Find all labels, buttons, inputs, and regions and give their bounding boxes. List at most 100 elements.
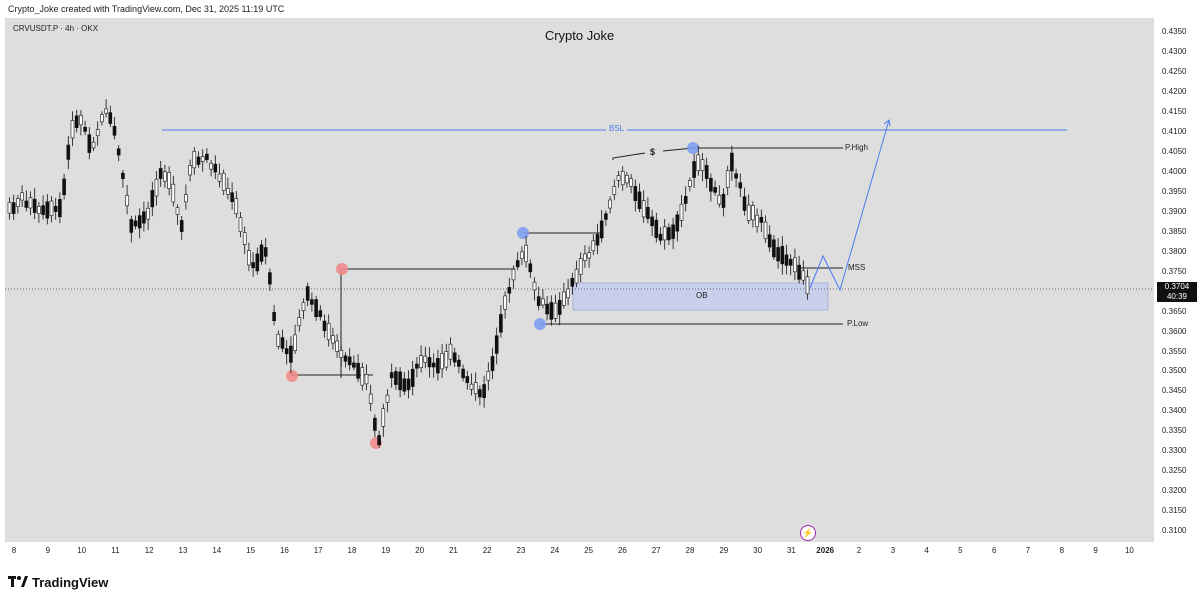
candle-body [398,371,402,391]
candle-body [742,196,747,211]
candle-body [599,220,604,239]
time-axis[interactable]: 8 9 10 11 12 13 14 15 16 17 18 19 20 21 22 23 24 25 26 27 28… [5,542,1154,560]
candle-body [87,134,92,153]
candle-body [209,163,213,170]
bsl-label: BSL [606,124,628,133]
candle-body [364,374,369,385]
time-tick: 9 [45,546,51,555]
candle-body [226,188,230,195]
time-tick: 23 [516,546,526,555]
candle-body [70,120,75,139]
chart-frame[interactable]: CRVUSDT.P · 4h · OKX Crypto Joke BSL P.H… [0,18,1200,560]
candle-body [746,204,751,221]
price-tick: 0.3450 [1162,386,1187,396]
lightning-icon[interactable]: ⚡ [800,525,816,541]
bar-countdown: 40:39 [1166,292,1188,301]
candle-body [37,206,41,214]
candle-body [772,239,776,258]
time-tick: 27 [651,546,661,555]
candle-body [213,163,218,173]
candle-body [116,148,121,156]
candle-body [276,333,281,347]
candle-body [91,141,96,149]
current-price-value: 0.3704 [1164,282,1190,291]
candle-body [20,192,24,201]
candle-body [448,343,453,360]
candle-body [415,363,419,369]
candle-body [192,151,197,169]
candle-body [368,393,373,404]
candle-body [188,165,192,176]
chart-svg[interactable] [5,18,1154,542]
candle-body [591,240,596,252]
time-tick: 3 [890,546,896,555]
candle-body [704,165,709,179]
time-tick: 5 [958,546,963,555]
candle-body [200,156,205,162]
candle-body [310,299,314,305]
candle-body [66,144,71,160]
candle-body [427,357,432,368]
candle-body [541,298,545,306]
candle-body [230,192,234,202]
candle-body [620,170,625,186]
price-tick: 0.3200 [1162,486,1187,496]
time-tick: 31 [786,546,796,555]
price-tick: 0.3100 [1162,526,1187,536]
plot-area[interactable]: CRVUSDT.P · 4h · OKX Crypto Joke BSL P.H… [5,18,1154,542]
candle-body [247,250,251,266]
candle-body [692,161,696,178]
candle-body [759,216,764,223]
candle-body [629,178,633,187]
candle-body [503,295,507,310]
symbol-label: CRVUSDT.P · 4h · OKX [13,24,99,33]
candle-body [751,205,755,221]
candle-body [32,198,37,213]
time-tick: 28 [685,546,695,555]
time-tick: 14 [212,546,222,555]
time-tick: 2026 [816,546,835,555]
candle-body [662,226,667,241]
candle-body [633,186,638,201]
price-tick: 0.4150 [1162,106,1187,116]
tradingview-logo[interactable]: TradingView [8,575,108,590]
price-axis[interactable]: 0.4350 0.4300 0.4250 0.4200 0.4150 0.4100 0.40… [1154,18,1200,542]
candle-body [738,182,743,189]
candle-body [461,368,465,379]
candle-body [331,335,335,344]
candle-body [431,362,436,368]
candle-body [545,303,549,315]
candle-body [608,199,612,209]
candle-body [49,200,54,216]
candle-body [251,262,255,269]
candle-body [641,200,646,218]
ob-box[interactable] [572,282,829,311]
candle-body [465,376,470,384]
candle-body [452,352,457,363]
candle-body [793,257,797,273]
candle-body [734,173,738,179]
candle-body [553,302,558,319]
projection-path[interactable] [809,119,890,292]
candle-body [293,334,297,352]
price-tick: 0.3250 [1162,466,1187,476]
time-tick: 8 [11,546,17,555]
tradingview-brand-text: TradingView [32,574,109,590]
candle-body [478,389,482,398]
candle-body [788,258,793,266]
candle-body [730,152,734,172]
candle-body [637,191,642,209]
candle-body [486,371,491,381]
time-tick: 16 [279,546,289,555]
candle-body [385,394,390,403]
candle-body [587,252,591,259]
candle-body [360,367,365,386]
high-marker-dot [336,263,348,275]
candle-body [780,246,785,265]
candle-body [616,175,621,181]
candle-body [490,356,495,371]
time-tick: 15 [246,546,256,555]
candle-body [217,173,222,182]
candle-body [583,253,587,261]
price-tick: 0.4200 [1162,86,1187,96]
